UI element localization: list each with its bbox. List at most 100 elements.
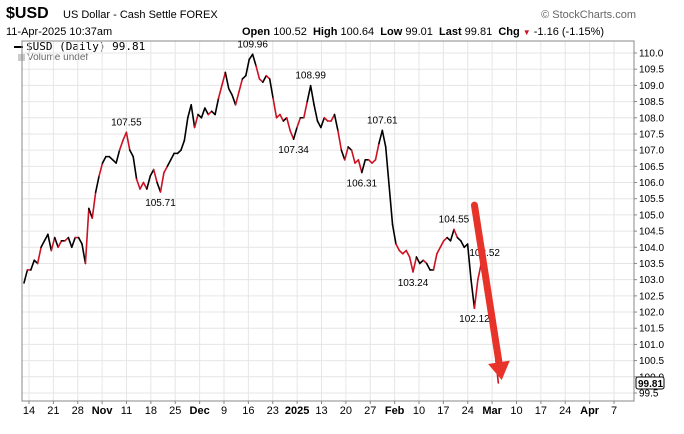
down-segment xyxy=(285,116,291,132)
x-tick-label: Nov xyxy=(92,405,114,417)
y-tick-label: 106.5 xyxy=(639,162,664,173)
x-tick-label: Apr xyxy=(580,405,600,417)
y-tick-label: 107.5 xyxy=(639,129,664,140)
x-tick-label: Dec xyxy=(190,405,210,417)
x-tick-label: 23 xyxy=(267,405,279,417)
x-tick-label: 27 xyxy=(364,405,376,417)
x-tick-label: 9 xyxy=(221,405,227,417)
down-segment xyxy=(412,256,418,273)
price-annotation: 107.34 xyxy=(278,145,309,156)
price-stats: Open 100.52 High 100.64 Low 99.01 Last 9… xyxy=(242,26,604,38)
last-label: Last xyxy=(438,26,462,38)
up-segment xyxy=(320,116,326,129)
x-tick-label: 13 xyxy=(315,405,327,417)
symbol-title: $USD xyxy=(6,5,49,22)
y-tick-label: 104.0 xyxy=(639,243,664,254)
x-tick-label: 11 xyxy=(121,405,132,417)
down-segment xyxy=(135,178,141,190)
up-segment xyxy=(128,149,134,158)
x-tick-label: 24 xyxy=(462,405,474,417)
down-segment xyxy=(217,84,223,100)
up-segment xyxy=(169,152,175,161)
up-segment xyxy=(77,236,83,245)
down-segment xyxy=(139,181,145,190)
down-segment xyxy=(36,246,42,265)
x-tick-label: 7 xyxy=(611,405,617,417)
up-segment xyxy=(214,97,220,116)
x-tick-label: 18 xyxy=(145,405,157,417)
up-segment xyxy=(361,159,367,174)
y-tick-label: 102.5 xyxy=(639,291,664,302)
up-segment xyxy=(378,129,384,145)
chg-label: Chg xyxy=(498,26,520,38)
x-tick-label: Mar xyxy=(482,405,502,417)
up-segment xyxy=(70,236,76,249)
up-segment xyxy=(384,146,390,187)
down-segment xyxy=(279,113,285,122)
price-series xyxy=(23,53,500,384)
down-segment xyxy=(473,278,479,309)
y-tick-label: 99.5 xyxy=(639,389,659,400)
up-segment xyxy=(313,104,319,122)
up-segment xyxy=(166,159,172,168)
price-annotation: 103.24 xyxy=(398,278,429,289)
down-segment xyxy=(159,172,165,193)
low-label: Low xyxy=(380,26,403,38)
up-segment xyxy=(156,181,162,193)
down-segment xyxy=(343,146,349,161)
down-segment xyxy=(91,191,97,219)
down-segment xyxy=(395,243,401,252)
y-tick-label: 102.0 xyxy=(639,308,664,319)
y-tick-label: 108.5 xyxy=(639,97,664,108)
up-segment xyxy=(306,84,312,103)
up-segment xyxy=(449,228,455,242)
price-annotation: 108.99 xyxy=(295,71,326,82)
price-annotation: 107.55 xyxy=(111,117,142,128)
down-segment xyxy=(272,97,278,119)
up-segment xyxy=(333,113,339,132)
down-segment xyxy=(57,240,63,249)
x-axis: 14 21 28 Nov 11 18 25 Dec 9 16 23 2025 13 20 27 Feb 10 17… xyxy=(23,401,617,417)
down-segment xyxy=(436,246,442,255)
down-segment xyxy=(84,207,90,265)
down-segment xyxy=(374,142,380,161)
price-annotation: 105.71 xyxy=(145,198,176,209)
x-tick-label: 17 xyxy=(535,405,547,417)
up-segment xyxy=(224,71,230,90)
down-segment xyxy=(221,71,227,87)
up-segment xyxy=(391,223,397,245)
up-segment xyxy=(183,116,189,142)
up-segment xyxy=(149,168,155,177)
up-segment xyxy=(23,269,29,284)
arrow-head xyxy=(488,360,510,381)
down-segment xyxy=(357,159,363,174)
down-segment xyxy=(350,149,356,164)
timestamp: 11-Apr-2025 10:37am xyxy=(6,26,113,38)
up-segment xyxy=(231,94,237,106)
y-axis: 99.5100.0100.5101.0101.5102.0102.5103.01… xyxy=(634,49,664,400)
up-segment xyxy=(186,104,193,119)
brand-label[interactable]: © StockCharts.com xyxy=(541,9,636,21)
down-triangle-icon: ▼ xyxy=(522,28,531,37)
open-label: Open xyxy=(242,26,271,38)
last-value-label: 99.81 xyxy=(638,379,663,390)
y-tick-label: 109.5 xyxy=(639,65,664,76)
last-value-box: 99.81 xyxy=(635,376,665,390)
up-segment xyxy=(94,175,100,194)
up-segment xyxy=(459,240,466,249)
down-segment xyxy=(152,168,158,184)
legend-swatch xyxy=(14,46,23,48)
down-segment xyxy=(142,181,148,190)
down-segment xyxy=(289,129,295,140)
price-annotation: 107.61 xyxy=(367,115,398,126)
x-tick-label: 14 xyxy=(23,405,35,417)
down-segment xyxy=(303,100,309,119)
low-value: 99.01 xyxy=(405,26,433,38)
legend-main: $USD (Daily) 99.81 xyxy=(14,40,145,53)
up-segment xyxy=(190,104,196,129)
price-annotation: 109.96 xyxy=(237,39,268,50)
up-segment xyxy=(268,78,274,100)
down-segment xyxy=(408,256,414,273)
x-tick-label: 2025 xyxy=(285,405,309,417)
